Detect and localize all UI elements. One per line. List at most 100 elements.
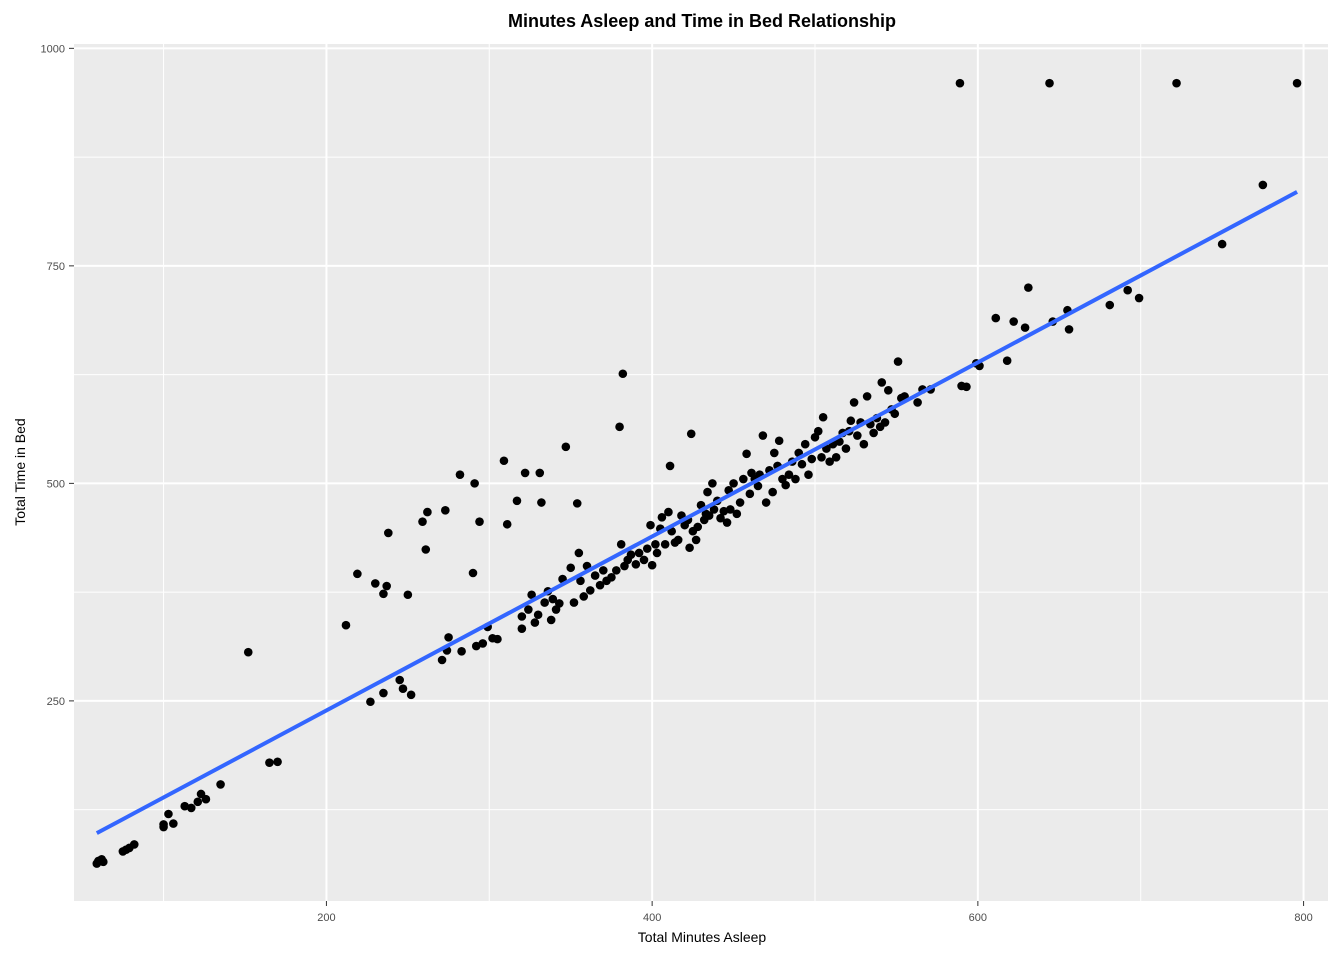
y-tick-label: 1000 — [41, 43, 65, 55]
data-point — [813, 426, 823, 436]
data-point — [1134, 293, 1144, 303]
trend-line — [95, 190, 1298, 835]
data-point — [159, 820, 168, 829]
data-point — [853, 431, 862, 440]
data-point — [1064, 325, 1074, 334]
data-point — [468, 568, 478, 578]
data-point — [517, 612, 527, 621]
data-point — [716, 513, 725, 523]
data-point — [216, 780, 225, 789]
data-point — [585, 586, 595, 595]
data-point — [664, 507, 673, 517]
data-point — [441, 506, 450, 515]
data-point — [665, 461, 675, 471]
data-point — [849, 398, 859, 407]
data-point — [1105, 300, 1115, 310]
data-point — [859, 439, 869, 449]
data-point — [708, 479, 717, 488]
data-point — [615, 422, 624, 432]
data-point — [797, 459, 807, 469]
data-point — [647, 560, 657, 570]
data-point — [548, 594, 558, 604]
data-point — [1172, 78, 1181, 88]
data-point — [1217, 239, 1227, 249]
data-point — [470, 479, 479, 488]
data-point — [540, 598, 549, 607]
chart-title: Minutes Asleep and Time in Bed Relations… — [508, 11, 896, 31]
data-point — [437, 655, 447, 665]
x-axis-label: Total Minutes Asleep — [638, 929, 767, 945]
data-point — [569, 598, 579, 607]
data-point — [524, 605, 533, 614]
data-point — [403, 590, 413, 600]
data-point — [418, 517, 427, 526]
data-point — [651, 539, 660, 549]
grid-minor — [74, 44, 1328, 901]
data-point — [180, 801, 190, 811]
data-point — [726, 505, 735, 514]
data-point — [817, 452, 826, 462]
data-point — [722, 518, 732, 527]
data-point — [652, 548, 662, 558]
data-point — [455, 470, 465, 479]
data-point — [657, 513, 667, 522]
data-point — [598, 566, 608, 575]
data-point — [579, 592, 589, 601]
data-point — [574, 548, 584, 558]
data-point — [517, 624, 527, 633]
data-point — [646, 520, 655, 530]
data-point — [379, 589, 388, 599]
data-point — [841, 444, 851, 453]
data-point — [831, 452, 841, 462]
data-point — [341, 620, 351, 630]
data-point — [800, 439, 810, 449]
data-point — [533, 610, 543, 620]
data-point — [962, 382, 971, 392]
data-point — [1258, 180, 1268, 190]
data-point — [890, 409, 900, 419]
data-point — [769, 448, 779, 458]
data-point — [169, 819, 178, 828]
data-point — [186, 803, 196, 813]
data-point — [761, 498, 771, 507]
data-point — [512, 496, 522, 506]
data-point — [673, 535, 683, 545]
data-point — [784, 470, 794, 479]
data-point — [457, 646, 466, 656]
data-point — [846, 416, 856, 426]
data-point — [502, 519, 512, 529]
data-point — [164, 809, 173, 819]
data-point — [423, 507, 432, 517]
data-point — [493, 634, 502, 644]
data-point — [546, 615, 556, 625]
data-point — [877, 378, 887, 387]
data-point — [471, 641, 481, 651]
data-point — [555, 599, 564, 608]
data-point — [1123, 285, 1132, 295]
data-point — [709, 505, 719, 514]
data-point — [478, 639, 488, 648]
data-point — [691, 535, 701, 545]
data-point — [693, 522, 703, 532]
data-point — [739, 474, 748, 484]
x-tick-label: 400 — [643, 912, 661, 924]
data-point — [774, 436, 784, 446]
data-point — [660, 539, 670, 549]
y-tick-label: 500 — [47, 478, 65, 490]
data-point — [1020, 323, 1030, 332]
data-point — [807, 454, 817, 464]
data-point — [384, 528, 393, 538]
data-point — [99, 857, 108, 867]
data-point — [893, 357, 903, 366]
data-point — [804, 470, 813, 479]
data-point — [742, 449, 751, 459]
data-point — [768, 487, 777, 497]
data-point — [530, 618, 540, 627]
data-point — [201, 794, 211, 804]
data-point — [273, 757, 282, 767]
x-tick-label: 200 — [317, 912, 335, 924]
data-point — [703, 487, 712, 497]
data-point — [685, 543, 694, 553]
data-point — [913, 398, 922, 407]
